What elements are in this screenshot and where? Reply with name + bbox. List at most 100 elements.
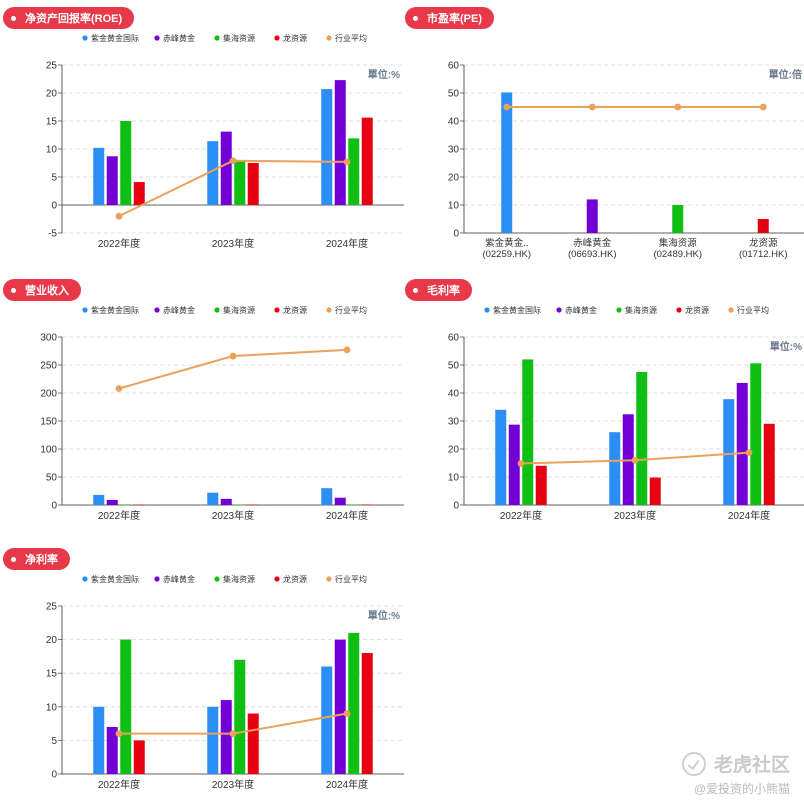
y-tick-label: 0 — [51, 770, 57, 781]
bar-pe-c2 — [672, 205, 684, 233]
bar-net_margin-s2-c2 — [348, 632, 360, 774]
y-tick-label: -5 — [48, 229, 57, 240]
x-tick-label: (06693.HK) — [568, 249, 617, 260]
legend-label: 赤峰黄金 — [163, 305, 195, 315]
legend-marker — [556, 307, 562, 313]
y-tick-label: 20 — [46, 89, 58, 100]
legend-marker — [154, 576, 160, 582]
gross-margin-title: 毛利率 — [427, 285, 460, 297]
legend-label: 集海资源 — [223, 305, 255, 315]
legend-marker — [214, 576, 220, 582]
legend-label: 龙资源 — [685, 305, 709, 315]
industry-average-point-2 — [343, 346, 351, 354]
pe-title: 市盈率(PE) — [427, 13, 482, 25]
bar-gross_margin-s3-c2 — [763, 423, 775, 505]
y-tick-label: 250 — [40, 361, 57, 372]
x-tick-label: 2023年度 — [212, 237, 254, 250]
bar-gross_margin-s0-c0 — [495, 409, 507, 505]
gross-margin-title-badge[interactable]: 毛利率 — [405, 279, 472, 301]
watermark-logo: 老虎社区 — [681, 750, 790, 777]
title-bullet-icon — [413, 287, 418, 293]
bar-net_margin-s2-c1 — [234, 659, 246, 774]
net-margin-chart-panel: 净利率 紫金黄金国际 赤峰黄金 集海资源 龙资源 行业平均 0 5 10 15 20 25 單位:% 2… — [0, 541, 404, 809]
bar-gross_margin-s0-c2 — [723, 399, 735, 505]
x-tick-label: 2024年度 — [326, 778, 368, 791]
bar-roe-s3-c2 — [361, 117, 373, 205]
x-tick-label: 2024年度 — [326, 509, 368, 522]
industry-average-point-0 — [115, 730, 123, 738]
revenue-title: 营业收入 — [25, 285, 69, 297]
tiger-logo-icon — [681, 751, 706, 776]
legend-label: 行业平均 — [737, 305, 769, 315]
industry-average-point-1 — [229, 730, 237, 738]
legend-label: 紫金黄金国际 — [493, 305, 541, 315]
unit-label: 單位:% — [368, 609, 400, 622]
bar-gross_margin-s3-c0 — [535, 465, 547, 505]
net-margin-title-badge[interactable]: 净利率 — [3, 548, 70, 570]
industry-average-point-2 — [343, 158, 351, 166]
net-margin-chart: 紫金黄金国际 赤峰黄金 集海资源 龙资源 行业平均 0 5 10 15 20 25 單位:% 2022年… — [46, 574, 404, 791]
y-tick-label: 10 — [448, 473, 460, 484]
legend-marker — [214, 307, 220, 313]
roe-title: 净资产回报率(ROE) — [25, 13, 123, 25]
y-tick-label: 0 — [51, 201, 57, 212]
bar-revenue-s3-c1 — [247, 504, 259, 506]
y-tick-label: 100 — [40, 445, 57, 456]
bar-revenue-s2-c2 — [348, 504, 360, 506]
industry-average-point-1 — [229, 352, 237, 360]
bar-net_margin-s2-c0 — [120, 639, 132, 774]
bar-gross_margin-s1-c0 — [508, 424, 520, 505]
industry-average-point-3 — [759, 103, 767, 111]
y-tick-label: 5 — [51, 173, 57, 184]
x-tick-label: 2023年度 — [212, 778, 254, 791]
legend-marker — [326, 307, 332, 313]
roe-title-badge[interactable]: 净资产回报率(ROE) — [3, 7, 135, 29]
industry-average-point-0 — [503, 103, 511, 111]
x-tick-label: 龙资源 — [749, 237, 778, 249]
y-tick-label: 200 — [40, 389, 57, 400]
x-tick-label: 2023年度 — [212, 509, 254, 522]
legend-label: 行业平均 — [335, 33, 367, 43]
bar-roe-s3-c1 — [247, 163, 259, 205]
bar-revenue-s1-c1 — [220, 498, 232, 505]
legend-label: 行业平均 — [335, 305, 367, 315]
y-tick-label: 50 — [448, 89, 460, 100]
y-tick-label: 60 — [448, 61, 460, 72]
y-tick-label: 25 — [46, 602, 58, 613]
legend-label: 紫金黄金国际 — [91, 574, 139, 584]
pe-title-badge[interactable]: 市盈率(PE) — [405, 7, 494, 29]
legend-label: 龙资源 — [283, 574, 307, 584]
bar-revenue-s3-c0 — [133, 504, 145, 506]
bar-pe-c3 — [757, 219, 769, 233]
bar-net_margin-s3-c1 — [247, 713, 259, 774]
unit-label: 單位:% — [368, 68, 400, 81]
legend-marker — [274, 307, 280, 313]
gross-margin-chart-panel: 毛利率 紫金黄金国际 赤峰黄金 集海资源 龙资源 行业平均 0 10 20 30 40 50 60 單位… — [402, 272, 804, 540]
bar-roe-s0-c1 — [207, 141, 219, 205]
bar-revenue-s2-c0 — [120, 504, 132, 506]
industry-average-point-2 — [745, 449, 753, 457]
y-tick-label: 60 — [448, 333, 460, 344]
legend-marker — [274, 576, 280, 582]
bar-net_margin-s0-c2 — [321, 666, 333, 774]
bar-revenue-s0-c0 — [93, 494, 105, 505]
x-tick-label: (02489.HK) — [653, 249, 702, 260]
bar-roe-s2-c0 — [120, 121, 132, 205]
industry-average-line — [118, 159, 348, 218]
y-tick-label: 0 — [453, 501, 459, 512]
bar-gross_margin-s3-c1 — [649, 477, 661, 505]
y-tick-label: 15 — [46, 117, 58, 128]
title-bullet-icon — [11, 287, 16, 293]
legend-marker — [326, 576, 332, 582]
x-tick-label: 2022年度 — [500, 509, 542, 522]
bar-gross_margin-s2-c2 — [750, 363, 762, 505]
bar-revenue-s0-c2 — [321, 488, 333, 505]
bar-roe-s0-c0 — [93, 147, 105, 205]
legend-marker — [274, 35, 280, 41]
bar-pe-c0 — [501, 92, 513, 233]
watermark: 老虎社区 @爱投资的小熊猫 — [681, 750, 790, 797]
revenue-title-badge[interactable]: 营业收入 — [3, 279, 81, 301]
x-tick-label: 2024年度 — [728, 509, 770, 522]
bar-net_margin-s3-c2 — [361, 653, 373, 774]
legend-marker — [326, 35, 332, 41]
